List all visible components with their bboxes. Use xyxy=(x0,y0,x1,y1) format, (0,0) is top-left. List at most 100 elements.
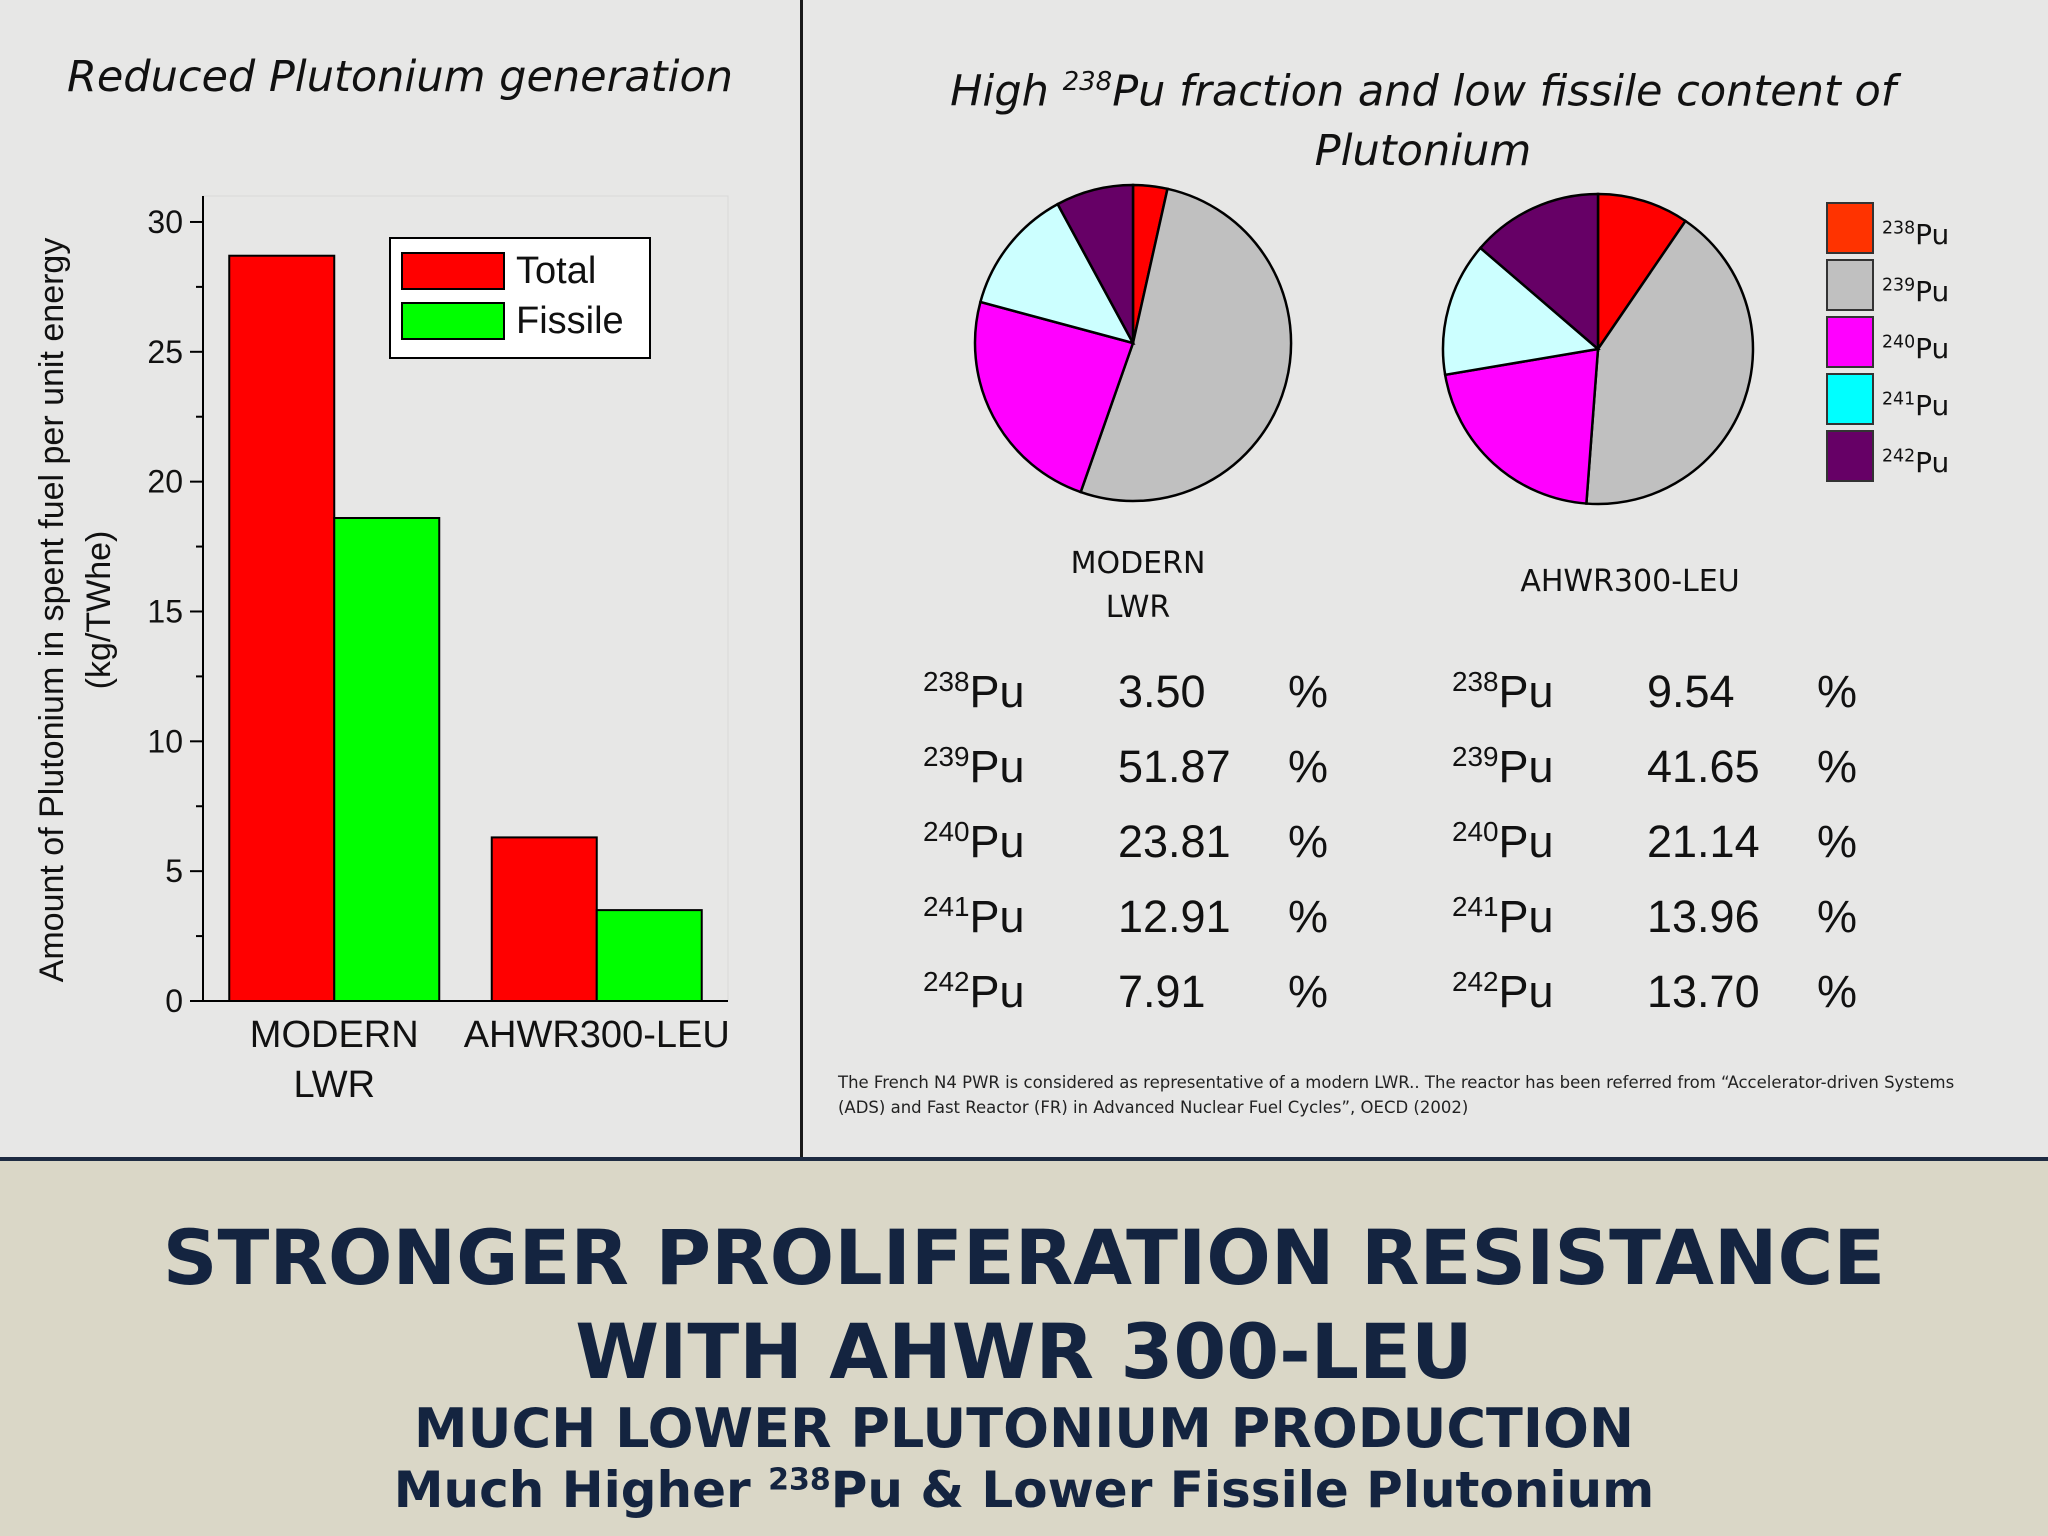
banner-line4: Much Higher 238Pu & Lower Fissile Pluton… xyxy=(0,1461,2048,1519)
legend-swatch xyxy=(1826,202,1874,254)
isotope-percentage: 41.65 xyxy=(1647,741,1760,792)
panel-divider xyxy=(800,0,803,1160)
legend-swatch xyxy=(1826,373,1874,425)
pie-charts xyxy=(973,183,1755,506)
banner-line2: WITH AHWR 300-LEU xyxy=(575,1307,1473,1396)
isotope-label: 239Pu xyxy=(1452,741,1554,793)
conclusion-banner: STRONGER PROLIFERATION RESISTANCE WITH A… xyxy=(0,1157,2048,1536)
element-symbol: Pu xyxy=(969,966,1025,1017)
legend-swatch xyxy=(1826,259,1874,311)
legend-swatch xyxy=(1826,430,1874,482)
y-tick-label: 25 xyxy=(147,334,183,370)
isotope-label: 240Pu xyxy=(923,816,1025,868)
right-panel-title: High 238Pu fraction and low fissile cont… xyxy=(873,52,1973,181)
legend-mass-number: 241 xyxy=(1882,389,1916,410)
banner-line4-post: Pu & Lower Fissile Plutonium xyxy=(830,1461,1655,1519)
mass-number: 240 xyxy=(923,816,970,847)
isotope-percentage: 9.54 xyxy=(1647,666,1735,717)
isotope-percentage: 13.70 xyxy=(1647,966,1760,1017)
element-symbol: Pu xyxy=(1498,966,1554,1017)
legend-mass-number: 239 xyxy=(1882,275,1916,296)
y-axis-label-line2: (kg/TWhe) xyxy=(80,531,118,690)
percent-unit: % xyxy=(1288,891,1329,942)
legend-element: Pu xyxy=(1915,446,1950,479)
isotope-label: 242Pu xyxy=(923,966,1025,1018)
element-symbol: Pu xyxy=(969,816,1025,867)
pie-caption-lwr-line2: LWR xyxy=(1105,590,1171,625)
isotope-label: 238Pu xyxy=(923,666,1025,718)
legend-swatch xyxy=(1826,316,1874,368)
pie-caption-lwr-line1: MODERN xyxy=(1070,546,1206,581)
element-symbol: Pu xyxy=(1498,816,1554,867)
banner-line4-sup: 238 xyxy=(768,1462,831,1498)
legend-element: Pu xyxy=(1915,332,1950,365)
percent-unit: % xyxy=(1288,966,1329,1017)
footnote: The French N4 PWR is considered as repre… xyxy=(838,1073,1955,1117)
right-panel: High 238Pu fraction and low fissile cont… xyxy=(803,0,2048,1160)
pie-ahwr xyxy=(1441,192,1755,506)
element-symbol: Pu xyxy=(1498,666,1554,717)
x-tick-label: MODERN xyxy=(250,1014,419,1056)
legend-label: 238Pu xyxy=(1882,218,1949,251)
left-panel: Reduced Plutonium generation 0 5 10 15 20 25 3… xyxy=(0,0,800,1160)
legend-label-total: Total xyxy=(516,250,596,292)
right-title-sup: 238 xyxy=(1062,67,1113,97)
percent-unit: % xyxy=(1817,666,1858,717)
banner-line3: MUCH LOWER PLUTONIUM PRODUCTION xyxy=(413,1397,1635,1460)
isotope-percentage: 51.87 xyxy=(1118,741,1231,792)
percent-unit: % xyxy=(1817,741,1858,792)
legend-mass-number: 242 xyxy=(1882,446,1916,467)
y-tick-label: 0 xyxy=(165,983,183,1019)
mass-number: 238 xyxy=(1452,666,1499,697)
legend-label: 239Pu xyxy=(1882,275,1949,308)
pie-slice-238pu xyxy=(1596,192,1688,354)
percent-unit: % xyxy=(1817,891,1858,942)
legend-mass-number: 238 xyxy=(1882,218,1916,239)
element-symbol: Pu xyxy=(969,666,1025,717)
y-tick-label: 20 xyxy=(147,464,183,500)
mass-number: 239 xyxy=(923,741,970,772)
legend-label: 240Pu xyxy=(1882,332,1949,365)
legend-swatch-fissile xyxy=(401,302,505,340)
bar-total xyxy=(228,254,336,1002)
x-tick-label: AHWR300-LEU xyxy=(464,1014,730,1056)
isotope-percentage: 3.50 xyxy=(1118,666,1206,717)
legend-swatch-total xyxy=(401,252,505,290)
pie-slice-239pu xyxy=(1079,187,1293,503)
mass-number: 242 xyxy=(923,966,970,997)
legend-mass-number: 240 xyxy=(1882,332,1916,353)
pie-caption-lwr: MODERN LWR xyxy=(1038,542,1238,630)
percent-unit: % xyxy=(1288,666,1329,717)
isotope-label: 241Pu xyxy=(923,891,1025,943)
legend-label: 241Pu xyxy=(1882,389,1949,422)
element-symbol: Pu xyxy=(969,741,1025,792)
y-tick-label: 5 xyxy=(165,853,183,889)
mass-number: 242 xyxy=(1452,966,1499,997)
legend-label-fissile: Fissile xyxy=(516,300,624,342)
isotope-label: 238Pu xyxy=(1452,666,1554,718)
isotope-percentage: 13.96 xyxy=(1647,891,1760,942)
isotope-label: 242Pu xyxy=(1452,966,1554,1018)
mass-number: 240 xyxy=(1452,816,1499,847)
y-tick-label: 10 xyxy=(147,723,183,759)
y-tick-label: 30 xyxy=(147,204,183,240)
bar-legend: Total Fissile xyxy=(389,237,651,359)
isotope-label: 241Pu xyxy=(1452,891,1554,943)
y-axis-label-line1: Amount of Plutonium in spent fuel per un… xyxy=(33,238,71,983)
bar-fissile xyxy=(333,517,441,1002)
pie-slice-242pu xyxy=(1478,192,1600,352)
pie-caption-ahwr-line1: AHWR300-LEU xyxy=(1520,564,1740,599)
percent-unit: % xyxy=(1817,816,1858,867)
mass-number: 238 xyxy=(923,666,970,697)
pie-slice-241pu xyxy=(978,202,1136,345)
legend-element: Pu xyxy=(1915,389,1950,422)
element-symbol: Pu xyxy=(969,891,1025,942)
bar-total xyxy=(490,836,598,1002)
pie-slice-240pu xyxy=(973,300,1135,494)
mass-number: 241 xyxy=(1452,891,1499,922)
y-tick-label: 15 xyxy=(147,593,183,629)
isotope-label: 239Pu xyxy=(923,741,1025,793)
banner-line4-pre: Much Higher xyxy=(393,1461,769,1519)
mass-number: 239 xyxy=(1452,741,1499,772)
bar-chart: 0 5 10 15 20 25 30 MODERN LWR AHWR300-LEU Amount o… xyxy=(33,195,730,1106)
